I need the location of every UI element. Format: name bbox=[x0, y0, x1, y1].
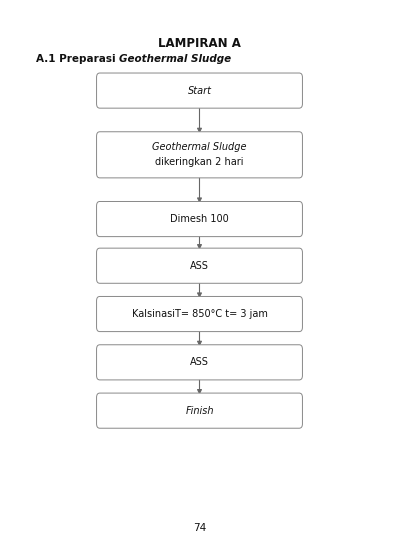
FancyBboxPatch shape bbox=[97, 393, 302, 428]
FancyBboxPatch shape bbox=[97, 345, 302, 380]
Text: LAMPIRAN A: LAMPIRAN A bbox=[158, 37, 241, 51]
FancyBboxPatch shape bbox=[97, 73, 302, 108]
FancyBboxPatch shape bbox=[97, 132, 302, 178]
Text: Geothermal Sludge: Geothermal Sludge bbox=[119, 54, 231, 64]
Text: A.1 Preparasi: A.1 Preparasi bbox=[36, 54, 119, 64]
Text: dikeringkan 2 hari: dikeringkan 2 hari bbox=[155, 157, 244, 167]
FancyBboxPatch shape bbox=[97, 201, 302, 237]
Text: Finish: Finish bbox=[185, 406, 214, 416]
Text: Geothermal Sludge: Geothermal Sludge bbox=[152, 142, 247, 153]
Text: 74: 74 bbox=[193, 523, 206, 533]
Text: KalsinasiT= 850°C t= 3 jam: KalsinasiT= 850°C t= 3 jam bbox=[132, 309, 267, 319]
FancyBboxPatch shape bbox=[97, 248, 302, 283]
Text: Dimesh 100: Dimesh 100 bbox=[170, 214, 229, 224]
Text: Start: Start bbox=[188, 86, 211, 96]
Text: ASS: ASS bbox=[190, 357, 209, 367]
Text: ASS: ASS bbox=[190, 261, 209, 271]
FancyBboxPatch shape bbox=[97, 296, 302, 332]
